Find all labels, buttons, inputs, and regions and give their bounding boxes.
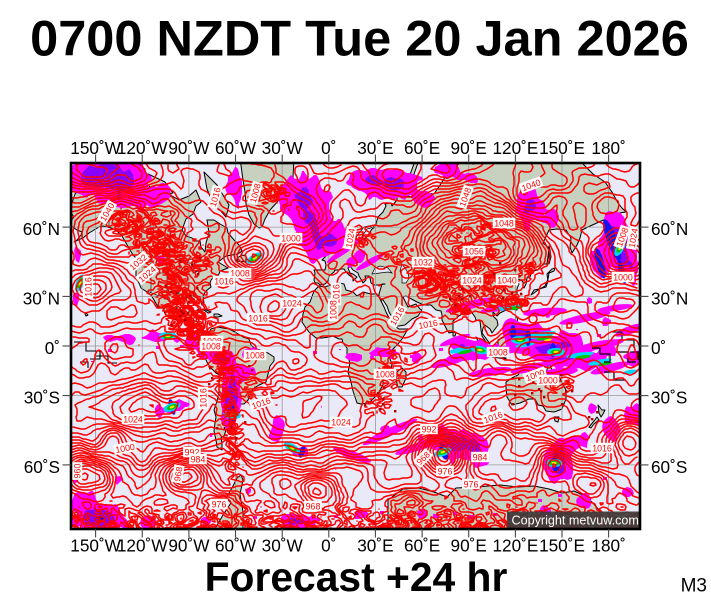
svg-text:960: 960 [72, 464, 82, 479]
svg-text:984: 984 [473, 452, 488, 462]
svg-text:1016: 1016 [248, 313, 268, 323]
svg-text:1016: 1016 [592, 443, 612, 453]
svg-text:968: 968 [172, 466, 184, 482]
svg-text:976: 976 [438, 466, 453, 476]
svg-text:180˚: 180˚ [591, 536, 625, 556]
svg-text:60˚S: 60˚S [24, 457, 60, 477]
svg-text:150˚W: 150˚W [70, 138, 121, 158]
svg-text:120˚W: 120˚W [117, 138, 168, 158]
svg-text:90˚W: 90˚W [168, 536, 210, 556]
svg-text:1000: 1000 [613, 272, 633, 282]
svg-text:30˚N: 30˚N [651, 288, 688, 308]
svg-text:120˚E: 120˚E [492, 138, 538, 158]
svg-text:M3: M3 [681, 576, 707, 597]
svg-text:1016: 1016 [331, 284, 341, 304]
svg-text:1024: 1024 [627, 227, 640, 248]
svg-text:1024: 1024 [123, 414, 143, 424]
svg-text:976: 976 [464, 479, 479, 489]
svg-text:Forecast +24 hr: Forecast +24 hr [205, 554, 508, 600]
svg-text:976: 976 [212, 499, 227, 509]
svg-text:30˚W: 30˚W [262, 138, 304, 158]
svg-text:992: 992 [422, 424, 437, 434]
svg-text:1016: 1016 [214, 276, 234, 286]
svg-text:1024: 1024 [331, 417, 351, 427]
svg-text:120˚E: 120˚E [492, 536, 538, 556]
svg-text:0˚: 0˚ [321, 536, 336, 556]
svg-text:30˚E: 30˚E [357, 138, 393, 158]
svg-text:1032: 1032 [413, 257, 433, 267]
svg-text:Copyright metvuw.com: Copyright metvuw.com [512, 513, 639, 527]
svg-text:1008: 1008 [375, 369, 395, 379]
svg-text:60˚S: 60˚S [651, 457, 687, 477]
svg-text:90˚E: 90˚E [451, 138, 487, 158]
svg-text:0˚: 0˚ [321, 138, 336, 158]
svg-text:60˚E: 60˚E [404, 138, 440, 158]
svg-text:1000: 1000 [115, 442, 136, 455]
svg-text:60˚N: 60˚N [651, 219, 688, 239]
svg-text:180˚: 180˚ [591, 138, 625, 158]
svg-text:60˚W: 60˚W [215, 138, 257, 158]
svg-text:1008: 1008 [488, 347, 508, 357]
svg-text:90˚W: 90˚W [168, 138, 210, 158]
svg-text:30˚N: 30˚N [23, 288, 60, 308]
svg-text:1016: 1016 [198, 388, 208, 408]
svg-text:30˚S: 30˚S [24, 388, 60, 408]
svg-text:30˚S: 30˚S [651, 388, 687, 408]
svg-text:0700 NZDT Tue 20 Jan 2026: 0700 NZDT Tue 20 Jan 2026 [30, 9, 689, 66]
svg-text:1024: 1024 [462, 275, 482, 285]
svg-text:1048: 1048 [494, 218, 514, 228]
svg-text:1000: 1000 [281, 233, 301, 243]
svg-text:150˚E: 150˚E [539, 138, 585, 158]
svg-text:984: 984 [191, 454, 206, 464]
svg-text:1016: 1016 [418, 318, 439, 331]
svg-text:150˚W: 150˚W [70, 536, 121, 556]
svg-text:120˚W: 120˚W [117, 536, 168, 556]
svg-text:1040: 1040 [497, 275, 517, 285]
svg-text:30˚W: 30˚W [262, 536, 304, 556]
svg-text:1008: 1008 [230, 268, 250, 278]
svg-text:90˚E: 90˚E [451, 536, 487, 556]
svg-text:0˚: 0˚ [45, 338, 60, 358]
svg-text:1016: 1016 [83, 277, 93, 297]
svg-text:60˚E: 60˚E [404, 536, 440, 556]
svg-text:992: 992 [185, 447, 200, 457]
svg-text:150˚E: 150˚E [539, 536, 585, 556]
svg-text:60˚N: 60˚N [23, 219, 60, 239]
svg-text:1008: 1008 [328, 300, 338, 320]
svg-text:1008: 1008 [201, 341, 221, 351]
svg-text:1024: 1024 [282, 298, 302, 308]
svg-text:968: 968 [306, 501, 321, 511]
svg-text:1008: 1008 [245, 350, 265, 360]
svg-text:1016: 1016 [208, 186, 223, 208]
svg-text:60˚W: 60˚W [215, 536, 257, 556]
svg-text:1024: 1024 [344, 227, 357, 248]
svg-text:1000: 1000 [538, 375, 558, 385]
svg-text:0˚: 0˚ [651, 338, 666, 358]
svg-text:1056: 1056 [464, 246, 484, 256]
svg-text:1008: 1008 [248, 182, 263, 204]
svg-text:30˚E: 30˚E [357, 536, 393, 556]
